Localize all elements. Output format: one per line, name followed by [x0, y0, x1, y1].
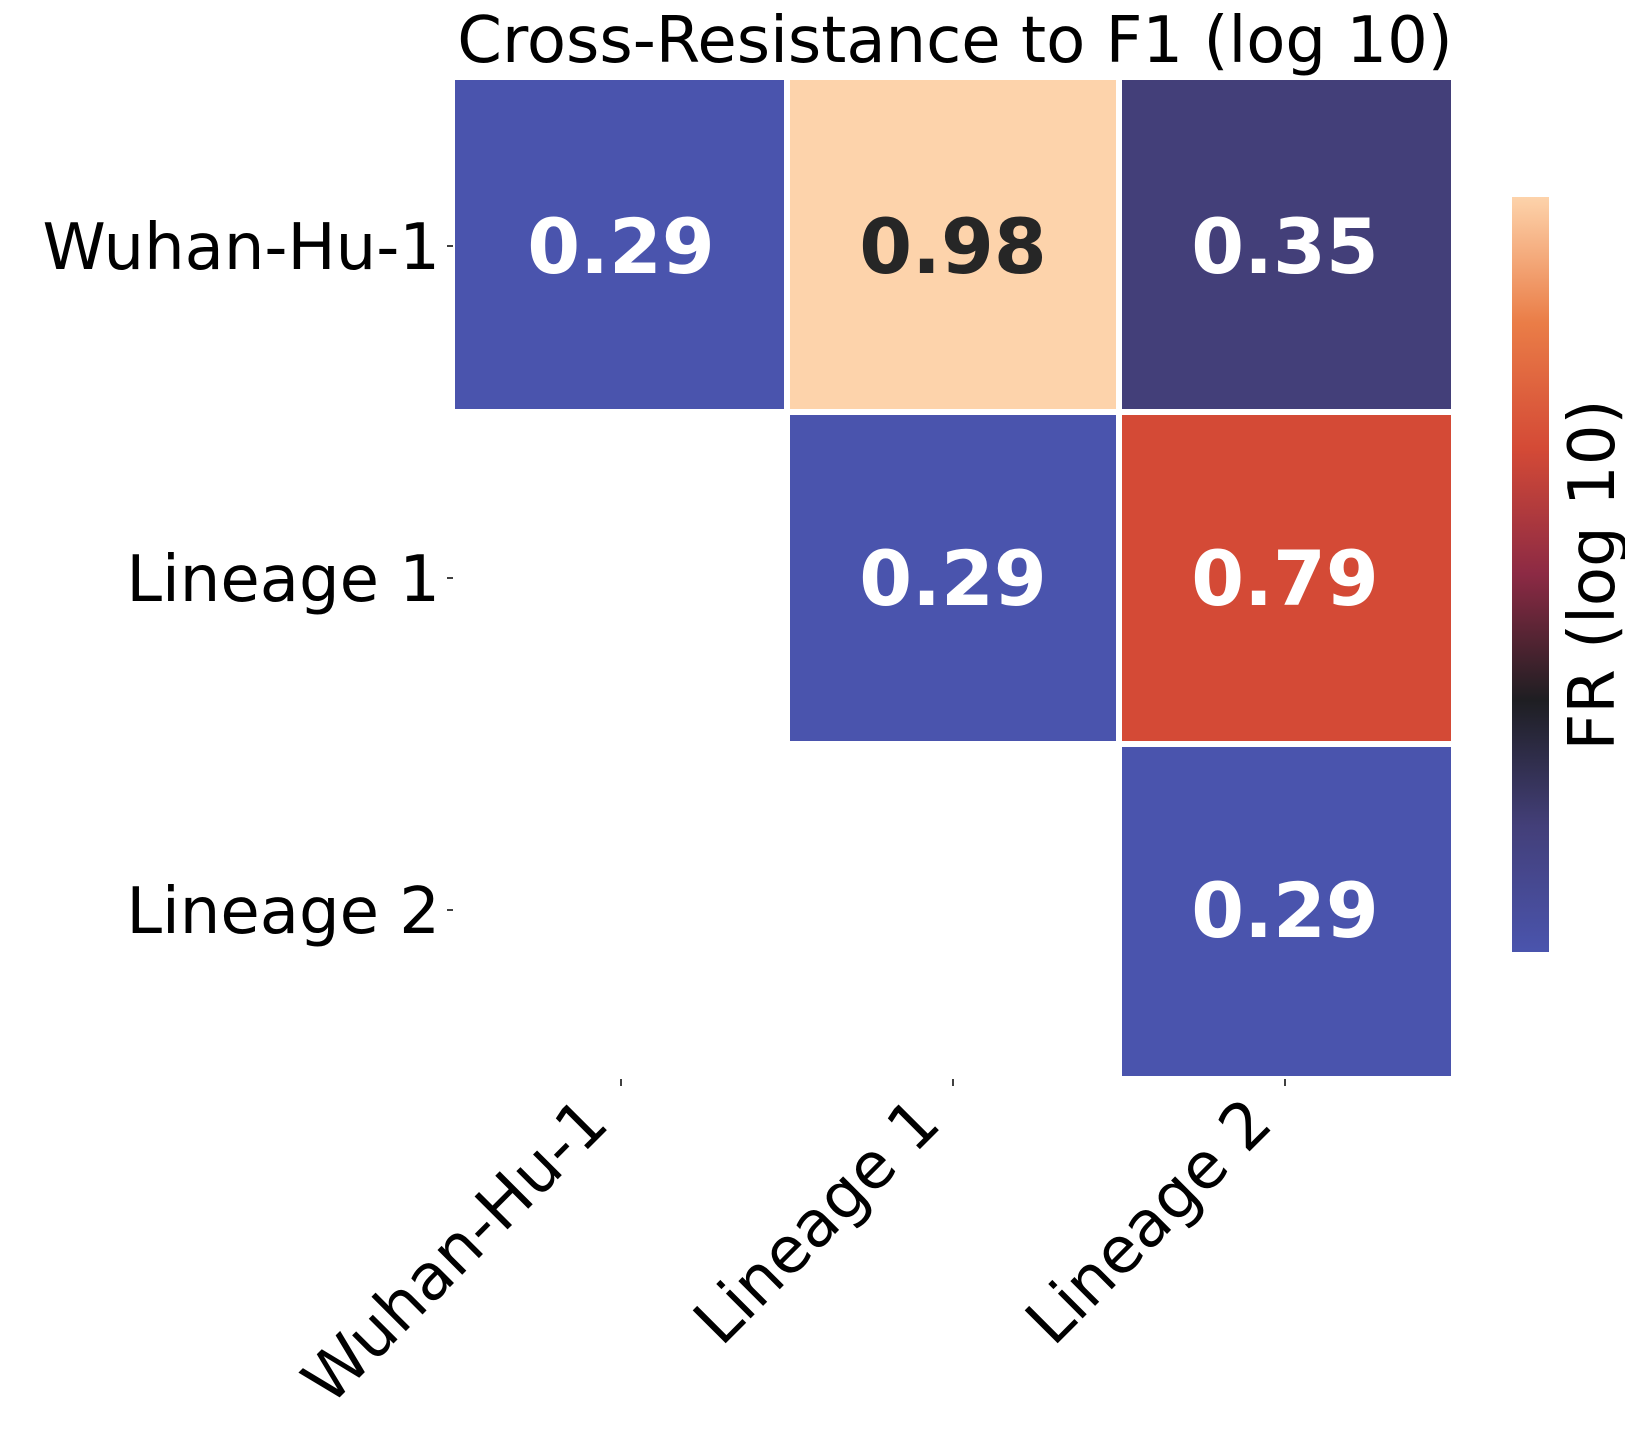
heatmap-cell [790, 80, 1116, 409]
cell-value-label: 0.35 [1191, 202, 1379, 291]
chart-title: Cross-Resistance to F1 (log 10) [457, 4, 1453, 78]
heatmap-cell [1122, 80, 1451, 409]
x-axis: Wuhan-Hu-1 Lineage 1 Lineage 2 [289, 1079, 1286, 1418]
cell-value-label: 0.98 [859, 202, 1047, 291]
y-tick-label: Wuhan-Hu-1 [43, 211, 441, 285]
heatmap-cell [455, 80, 784, 409]
x-tick-label: Lineage 1 [680, 1085, 954, 1359]
cell-value-label: 0.29 [1191, 866, 1379, 955]
heatmap-cells: 0.29 0.98 0.35 0.29 0.79 0.29 [455, 80, 1451, 1076]
heatmap-cell [790, 415, 1116, 741]
cell-value-label: 0.29 [527, 202, 715, 291]
cell-value-label: 0.79 [1191, 534, 1379, 623]
heatmap-cell [1122, 747, 1451, 1076]
colorbar: FR (log 10) [1512, 197, 1625, 952]
x-tick-label: Lineage 2 [1012, 1085, 1286, 1359]
cell-value-label: 0.29 [859, 534, 1047, 623]
y-tick-label: Lineage 2 [126, 875, 440, 949]
heatmap-cell [1122, 415, 1451, 741]
colorbar-gradient [1512, 197, 1549, 952]
y-axis: Wuhan-Hu-1 Lineage 1 Lineage 2 [43, 211, 453, 949]
x-tick-label: Wuhan-Hu-1 [289, 1085, 622, 1418]
colorbar-label: FR (log 10) [1556, 400, 1625, 751]
y-tick-label: Lineage 1 [126, 543, 440, 617]
